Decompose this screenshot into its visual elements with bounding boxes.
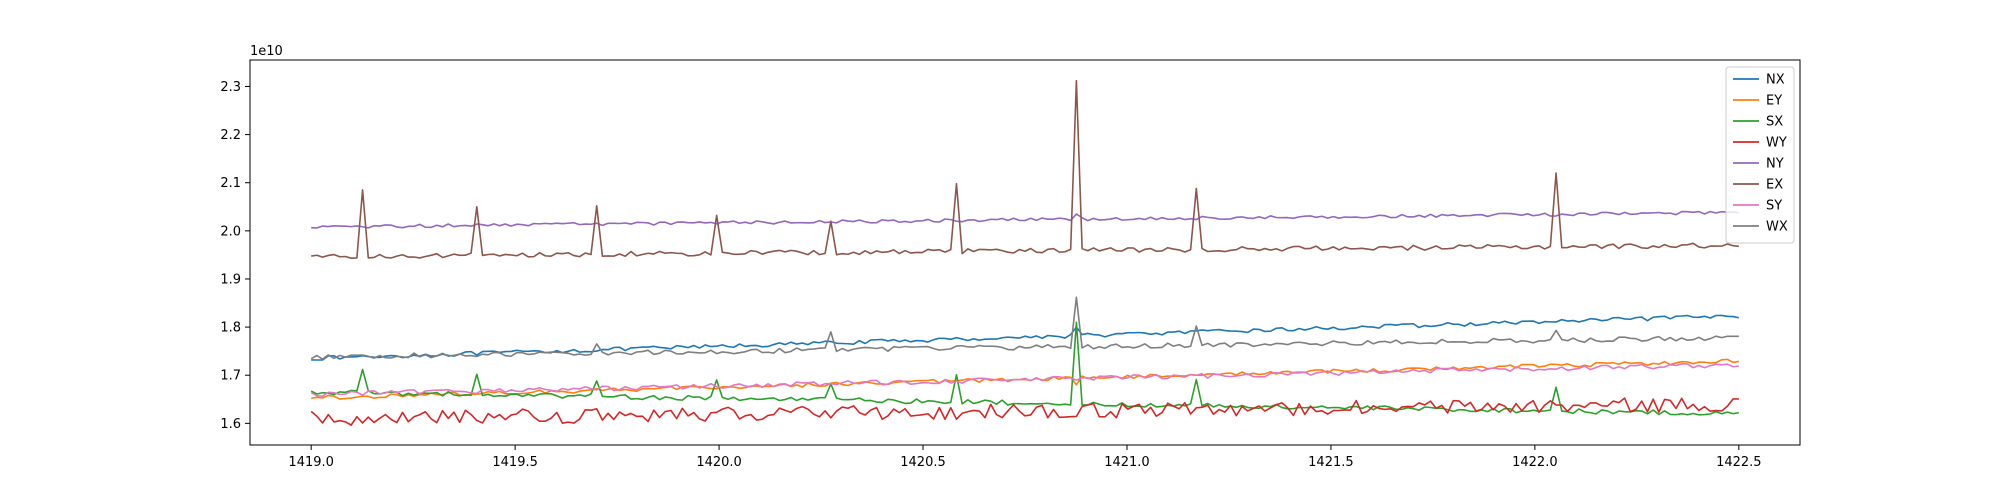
legend-label-sx: SX (1766, 115, 1783, 130)
series-line-sy (310, 363, 1739, 397)
y-offset-label: 1e10 (250, 44, 283, 59)
x-axis: 1419.0 1419.5 1420.0 1420.5 1421.0 1421.5 1422… (288, 445, 1762, 470)
legend-label-ny: NY (1766, 157, 1784, 172)
series-line-sx (310, 321, 1739, 416)
y-tick-label: 2.1 (220, 176, 241, 191)
x-tick-label: 1419.5 (492, 455, 538, 470)
series-line-wy (310, 397, 1739, 426)
series-line-ey (311, 358, 1739, 400)
y-axis: 1.6 1.7 1.8 1.9 2.0 2.1 2.2 2.3 (220, 80, 250, 432)
x-tick-label: 1421.5 (1308, 455, 1354, 470)
legend-label-ex: EX (1766, 178, 1783, 193)
axes-frame (249, 59, 1801, 446)
x-tick-label: 1420.5 (900, 455, 946, 470)
y-tick-label: 2.0 (220, 224, 241, 239)
y-tick-label: 2.3 (220, 80, 241, 95)
legend-label-ey: EY (1766, 94, 1782, 109)
series-layer (310, 79, 1739, 426)
y-tick-label: 1.9 (220, 272, 241, 287)
y-tick-label: 1.8 (220, 321, 241, 336)
plot-area (250, 60, 1800, 445)
series-line-wx (310, 296, 1739, 360)
legend-box (1725, 66, 1795, 244)
y-tick-label: 1.7 (220, 369, 241, 384)
legend-label-wx: WX (1766, 220, 1788, 235)
legend: NX EY SX WY NY EX SY WX (1725, 66, 1795, 244)
legend-label-wy: WY (1766, 136, 1787, 151)
legend-label-sy: SY (1766, 199, 1782, 214)
series-line-ny (311, 210, 1739, 229)
x-tick-label: 1419.0 (288, 455, 334, 470)
x-tick-label: 1422.0 (1512, 455, 1558, 470)
legend-label-nx: NX (1766, 73, 1785, 88)
series-line-ex (311, 79, 1739, 259)
x-tick-label: 1422.5 (1716, 455, 1762, 470)
y-tick-label: 2.2 (220, 128, 241, 143)
x-tick-label: 1420.0 (696, 455, 742, 470)
x-tick-label: 1421.0 (1104, 455, 1150, 470)
y-tick-label: 1.6 (220, 417, 241, 432)
